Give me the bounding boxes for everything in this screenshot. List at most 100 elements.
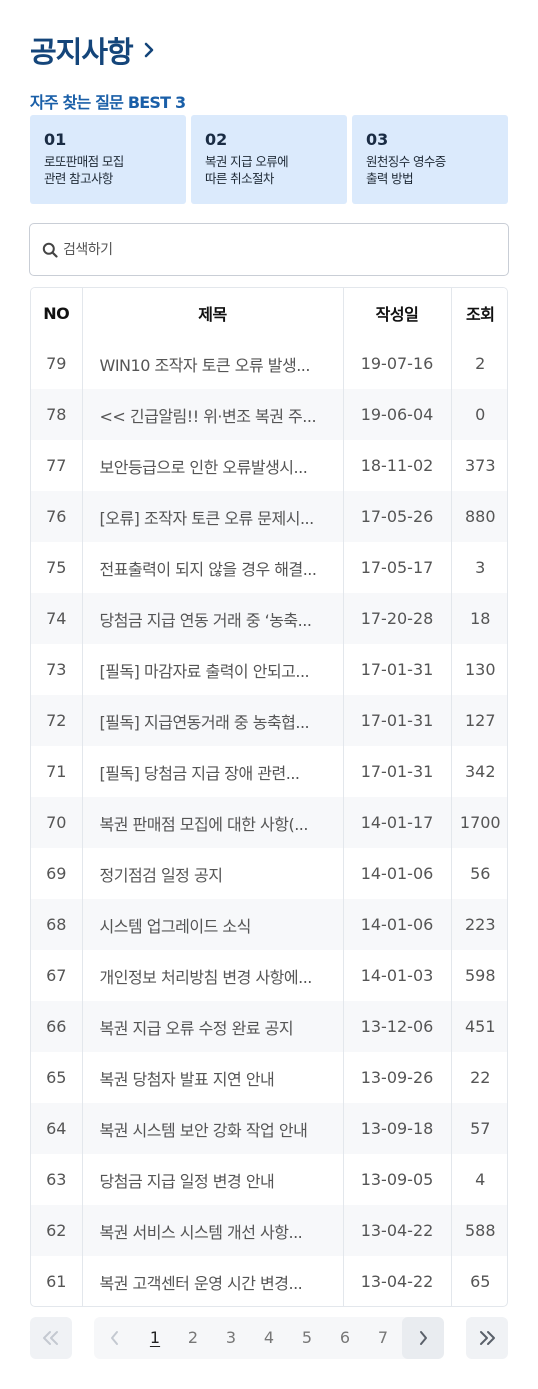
cell-title[interactable]: [필독] 당첨금 지급 장애 관련... — [82, 746, 344, 797]
faq-card-number: 03 — [366, 130, 389, 149]
faq-card-text: 원천징수 영수증 출력 방법 — [366, 154, 446, 186]
cell-no: 67 — [31, 950, 83, 1001]
cell-date: 17-01-31 — [343, 644, 452, 695]
cell-date: 17-01-31 — [343, 746, 452, 797]
cell-date: 13-09-18 — [343, 1103, 452, 1154]
table-row[interactable]: 61 복권 고객센터 운영 시간 변경... 13-04-22 65 — [31, 1256, 507, 1306]
table-row[interactable]: 71 [필독] 당첨금 지급 장애 관련... 17-01-31 342 — [31, 746, 507, 797]
table-row[interactable]: 76 [오류] 조작자 토큰 오류 문제시... 17-05-26 880 — [31, 491, 507, 542]
table-row[interactable]: 64 복권 시스템 보안 강화 작업 안내 13-09-18 57 — [31, 1103, 507, 1154]
page-number[interactable]: 2 — [187, 1328, 199, 1347]
prev-page-button[interactable] — [94, 1317, 136, 1359]
cell-date: 14-01-03 — [343, 950, 452, 1001]
cell-views: 0 — [475, 405, 486, 424]
cell-no: 70 — [31, 797, 83, 848]
cell-title[interactable]: 당첨금 지급 일정 변경 안내 — [82, 1154, 344, 1205]
pagination: 1 2 3 4 5 6 7 — [30, 1317, 508, 1359]
cell-no: 69 — [31, 848, 83, 899]
cell-views: 4 — [475, 1170, 486, 1189]
cell-views: 22 — [470, 1068, 491, 1087]
cell-no: 66 — [31, 1001, 83, 1052]
cell-date: 18-11-02 — [343, 440, 452, 491]
cell-views: 2 — [475, 354, 486, 373]
cell-no: 63 — [31, 1154, 83, 1205]
cell-date: 19-07-16 — [343, 338, 452, 389]
first-page-button[interactable] — [30, 1317, 72, 1359]
cell-title[interactable]: 정기점검 일정 공지 — [82, 848, 344, 899]
table-row[interactable]: 74 당첨금 지급 연동 거래 중 ‘농축... 17-20-28 18 — [31, 593, 507, 644]
page-number[interactable]: 4 — [263, 1328, 275, 1347]
last-page-button[interactable] — [466, 1317, 508, 1359]
cell-title[interactable]: << 긴급알림!! 위·변조 복권 주... — [82, 389, 344, 440]
cell-title[interactable]: 개인정보 처리방침 변경 사항에... — [82, 950, 344, 1001]
faq-card-1[interactable]: 01 로또판매점 모집 관련 참고사항 — [30, 115, 186, 204]
header-views: 조회 — [451, 288, 507, 338]
table-row[interactable]: 62 복권 서비스 시스템 개선 사항... 13-04-22 588 — [31, 1205, 507, 1256]
next-page-button[interactable] — [402, 1317, 444, 1359]
table-row[interactable]: 65 복권 당첨자 발표 지연 안내 13-09-26 22 — [31, 1052, 507, 1103]
cell-no: 75 — [31, 542, 83, 593]
page-number[interactable]: 5 — [301, 1328, 313, 1347]
cell-date: 17-05-17 — [343, 542, 452, 593]
cell-title[interactable]: [필독] 마감자료 출력이 안되고... — [82, 644, 344, 695]
page-number[interactable]: 3 — [225, 1328, 237, 1347]
cell-title[interactable]: [오류] 조작자 토큰 오류 문제시... — [82, 491, 344, 542]
page-number[interactable]: 7 — [377, 1328, 389, 1347]
cell-title[interactable]: 복권 시스템 보안 강화 작업 안내 — [82, 1103, 344, 1154]
page-number[interactable]: 6 — [339, 1328, 351, 1347]
cell-title[interactable]: [필독] 지급연동거래 중 농축협... — [82, 695, 344, 746]
table-row[interactable]: 73 [필독] 마감자료 출력이 안되고... 17-01-31 130 — [31, 644, 507, 695]
cell-title[interactable]: 복권 지급 오류 수정 완료 공지 — [82, 1001, 344, 1052]
cell-title[interactable]: 보안등급으로 인한 오류발생시... — [82, 440, 344, 491]
page-title: 공지사항 — [30, 35, 134, 69]
cell-no: 78 — [31, 389, 83, 440]
cell-title[interactable]: 복권 당첨자 발표 지연 안내 — [82, 1052, 344, 1103]
cell-no: 73 — [31, 644, 83, 695]
table-row[interactable]: 75 전표출력이 되지 않을 경우 해결... 17-05-17 3 — [31, 542, 507, 593]
cell-date: 13-12-06 — [343, 1001, 452, 1052]
cell-views: 588 — [464, 1221, 496, 1240]
table-row[interactable]: 77 보안등급으로 인한 오류발생시... 18-11-02 373 — [31, 440, 507, 491]
faq-card-2[interactable]: 02 복권 지급 오류에 따른 취소절차 — [191, 115, 347, 204]
cell-title[interactable]: 복권 고객센터 운영 시간 변경... — [82, 1256, 344, 1306]
cell-views: 223 — [464, 915, 496, 934]
cell-date: 13-04-22 — [343, 1205, 452, 1256]
faq-card-3[interactable]: 03 원천징수 영수증 출력 방법 — [352, 115, 508, 204]
cell-title[interactable]: 복권 서비스 시스템 개선 사항... — [82, 1205, 344, 1256]
search-input[interactable] — [63, 241, 463, 258]
table-row[interactable]: 72 [필독] 지급연동거래 중 농축협... 17-01-31 127 — [31, 695, 507, 746]
cell-no: 76 — [31, 491, 83, 542]
cell-date: 14-01-17 — [343, 797, 452, 848]
table-row[interactable]: 69 정기점검 일정 공지 14-01-06 56 — [31, 848, 507, 899]
cell-views: 65 — [470, 1272, 491, 1291]
search-box — [29, 223, 509, 276]
table-row[interactable]: 70 복권 판매점 모집에 대한 사항(... 14-01-17 1700 — [31, 797, 507, 848]
header-title: 제목 — [82, 288, 344, 338]
cell-no: 77 — [31, 440, 83, 491]
double-chevron-left-icon — [43, 1331, 58, 1345]
table-row[interactable]: 67 개인정보 처리방침 변경 사항에... 14-01-03 598 — [31, 950, 507, 1001]
cell-no: 61 — [31, 1256, 83, 1306]
table-row[interactable]: 68 시스템 업그레이드 소식 14-01-06 223 — [31, 899, 507, 950]
cell-title[interactable]: 복권 판매점 모집에 대한 사항(... — [82, 797, 344, 848]
cell-title[interactable]: 전표출력이 되지 않을 경우 해결... — [82, 542, 344, 593]
table-row[interactable]: 78 << 긴급알림!! 위·변조 복권 주... 19-06-04 0 — [31, 389, 507, 440]
cell-title[interactable]: WIN10 조작자 토큰 오류 발생... — [82, 338, 344, 389]
table-row[interactable]: 79 WIN10 조작자 토큰 오류 발생... 19-07-16 2 — [31, 338, 507, 389]
cell-no: 64 — [31, 1103, 83, 1154]
faq-cards: 01 로또판매점 모집 관련 참고사항 02 복권 지급 오류에 따른 취소절차… — [30, 115, 508, 204]
cell-no: 74 — [31, 593, 83, 644]
cell-title[interactable]: 시스템 업그레이드 소식 — [82, 899, 344, 950]
cell-title[interactable]: 당첨금 지급 연동 거래 중 ‘농축... — [82, 593, 344, 644]
page-number[interactable]: 1 — [149, 1328, 161, 1347]
cell-views: 56 — [470, 864, 491, 883]
cell-date: 13-09-05 — [343, 1154, 452, 1205]
cell-views: 130 — [464, 660, 496, 679]
cell-no: 65 — [31, 1052, 83, 1103]
table-row[interactable]: 63 당첨금 지급 일정 변경 안내 13-09-05 4 — [31, 1154, 507, 1205]
page-title-link[interactable]: 공지사항 — [30, 30, 155, 70]
faq-card-number: 02 — [205, 130, 228, 149]
chevron-right-icon — [420, 1331, 427, 1345]
table-row[interactable]: 66 복권 지급 오류 수정 완료 공지 13-12-06 451 — [31, 1001, 507, 1052]
cell-date: 13-04-22 — [343, 1256, 452, 1306]
